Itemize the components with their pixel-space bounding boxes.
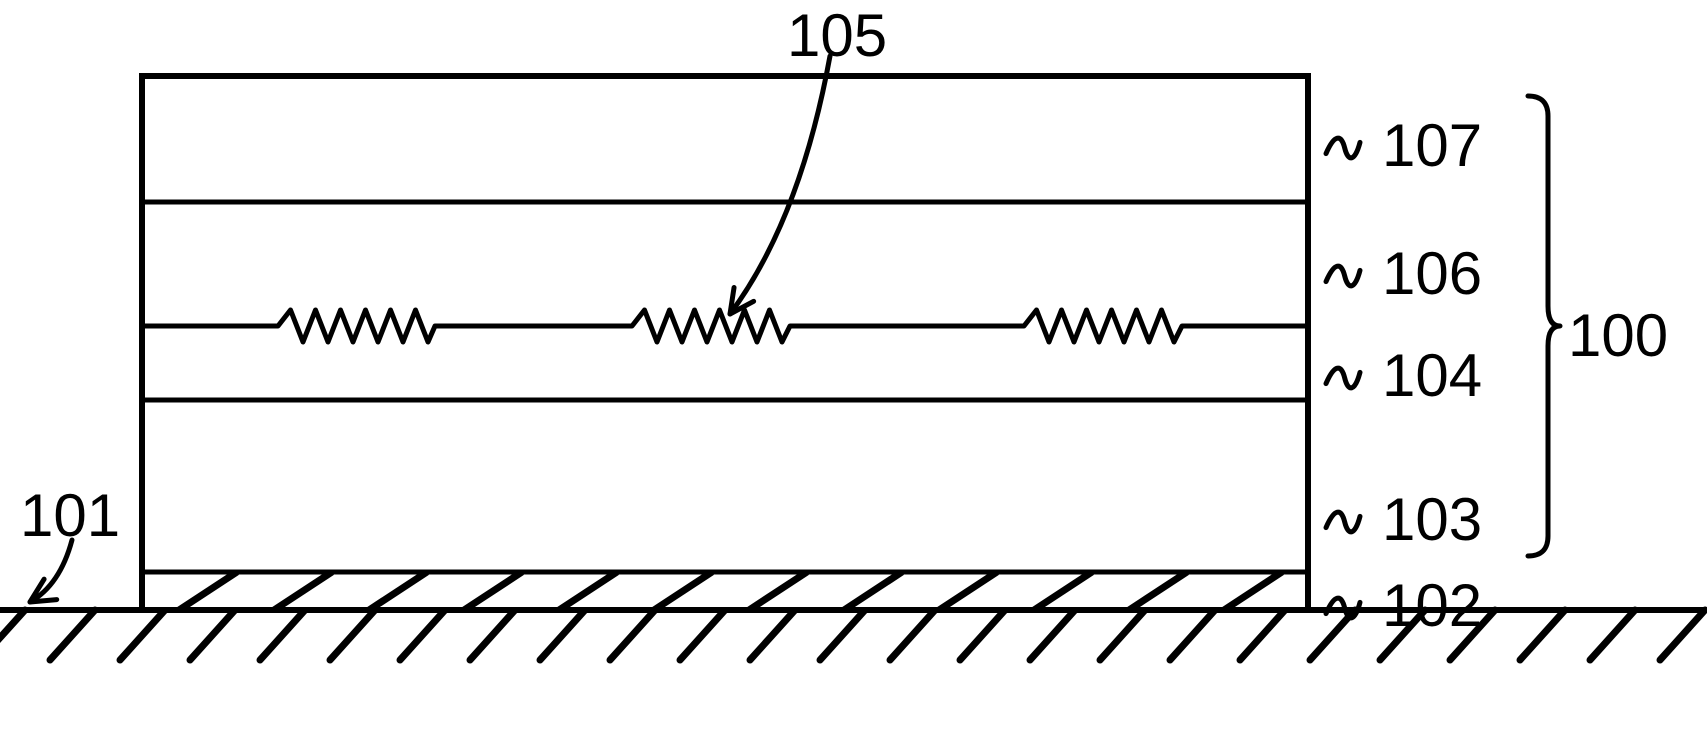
label-104: 104 (1382, 342, 1482, 409)
label-106: 106 (1382, 240, 1482, 307)
tilde-connector (1326, 512, 1360, 532)
substrate-hatch (750, 610, 795, 660)
substrate-hatch (540, 610, 585, 660)
substrate-hatch (820, 610, 865, 660)
substrate-hatch (260, 610, 305, 660)
stack-outline (142, 76, 1308, 610)
substrate-hatch (120, 610, 165, 660)
substrate-hatch (190, 610, 235, 660)
substrate-hatch (890, 610, 935, 660)
substrate-hatch (470, 610, 515, 660)
substrate-hatch (1170, 610, 1215, 660)
substrate-hatch (400, 610, 445, 660)
substrate-hatch (610, 610, 655, 660)
label-102: 102 (1382, 572, 1482, 639)
substrate-hatch (1520, 610, 1565, 660)
label-105: 105 (787, 2, 887, 69)
substrate-hatch (960, 610, 1005, 660)
tilde-connector (1326, 138, 1360, 158)
label-107: 107 (1382, 112, 1482, 179)
substrate-hatch (1030, 610, 1075, 660)
substrate-hatch (330, 610, 375, 660)
substrate-hatch (1590, 610, 1635, 660)
substrate-hatch (680, 610, 725, 660)
label-100: 100 (1568, 302, 1668, 369)
tilde-connector (1326, 266, 1360, 286)
substrate-hatch (1100, 610, 1145, 660)
tilde-connector (1326, 368, 1360, 388)
brace-100 (1528, 96, 1560, 556)
substrate-hatch (1240, 610, 1285, 660)
substrate-hatch (1660, 610, 1705, 660)
label-103: 103 (1382, 486, 1482, 553)
substrate-hatch (0, 610, 25, 660)
substrate-hatch (50, 610, 95, 660)
